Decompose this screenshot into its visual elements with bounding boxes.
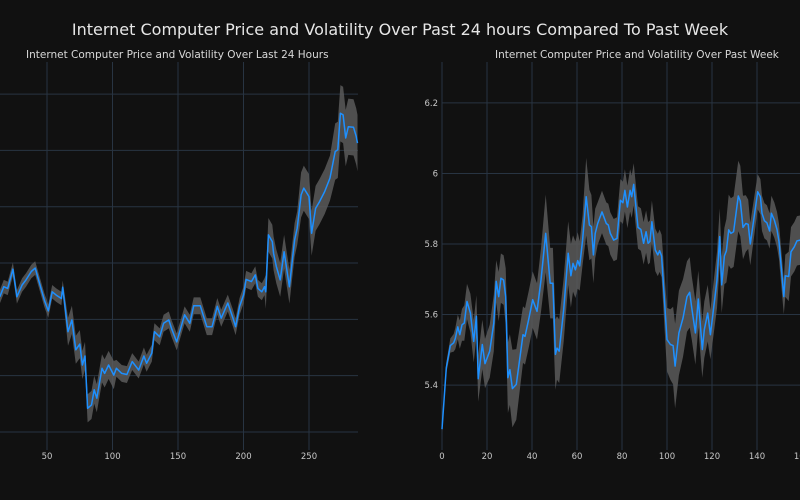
y-tick-label: 6 [433, 169, 438, 179]
volatility-band [442, 157, 800, 433]
y-tick-label: 6.2 [424, 99, 438, 109]
x-tick-label: 140 [749, 452, 765, 462]
x-tick-label: 20 [482, 452, 493, 462]
x-tick-label: 100 [659, 452, 675, 462]
figure-title: Internet Computer Price and Volatility O… [71, 20, 729, 39]
x-tick-label: 120 [704, 452, 720, 462]
price-line [0, 112, 359, 410]
subplot-1: 0 20 40 60 80 100 120 140 160 5.4 5.6 5.8 6 6.2 [424, 62, 800, 462]
x-tick-label: 60 [572, 452, 583, 462]
x-tick-label: 250 [301, 452, 317, 462]
y-tick-label: 5.4 [424, 381, 438, 391]
x-tick-label: 150 [170, 452, 186, 462]
subplot-title-week: Internet Computer Price and Volatility O… [495, 49, 779, 61]
price-line [441, 183, 800, 430]
y-tick-label: 5.8 [424, 240, 438, 250]
x-tick-label: 80 [617, 452, 628, 462]
y-tick-label: 5.6 [424, 311, 438, 321]
x-tick-label: 40 [527, 452, 538, 462]
x-tick-label: 200 [235, 452, 251, 462]
volatility-band [0, 85, 358, 423]
subplot-title-24h: Internet Computer Price and Volatility O… [26, 49, 329, 61]
x-tick-label: 100 [104, 452, 120, 462]
subplot-0: 50 100 150 200 250 [0, 62, 359, 462]
x-tick-label: 0 [439, 452, 444, 462]
x-tick-label: 50 [42, 452, 53, 462]
x-tick-label: 160 [794, 452, 800, 462]
